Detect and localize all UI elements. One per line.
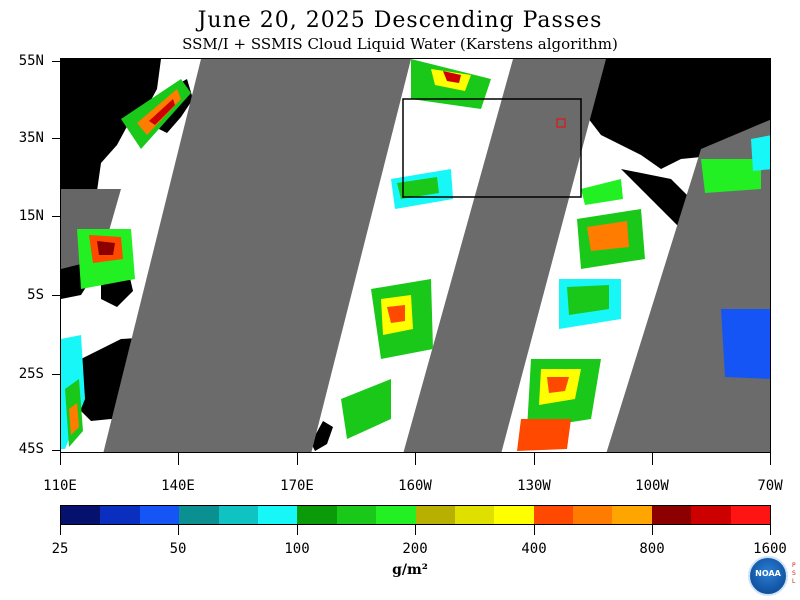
- lon-tick: [297, 453, 298, 465]
- point-marker: [556, 118, 566, 128]
- lon-tick: [415, 453, 416, 465]
- map-panel: [60, 58, 771, 453]
- colorbar-label-200: 200: [402, 541, 428, 557]
- landmass-asia: [61, 59, 161, 199]
- colorbar-swatch: [179, 506, 219, 524]
- data-gap-swath: [403, 59, 606, 452]
- colorbar: [60, 505, 771, 525]
- lon-label-170e: 170E: [280, 478, 314, 494]
- noaa-logo: NOAA: [748, 556, 788, 596]
- colorbar-swatch: [494, 506, 534, 524]
- region-outline-box: [402, 98, 582, 198]
- colorbar-label-50: 50: [169, 541, 187, 557]
- colorbar-label-400: 400: [521, 541, 547, 557]
- lat-tick: [52, 374, 60, 375]
- colorbar-tick: [534, 525, 535, 535]
- lon-label-130w: 130W: [517, 478, 551, 494]
- landmass-north-america: [551, 59, 770, 169]
- lat-label-55n: 55N: [18, 53, 44, 69]
- lon-label-140e: 140E: [161, 478, 195, 494]
- lon-label-160w: 160W: [398, 478, 432, 494]
- lat-tick: [52, 450, 60, 451]
- colorbar-swatch: [218, 506, 258, 524]
- colorbar-swatch: [573, 506, 613, 524]
- colorbar-label-1600: 1600: [753, 541, 787, 557]
- colorbar-swatch: [533, 506, 574, 524]
- colorbar-tick: [178, 525, 179, 535]
- colorbar-tick: [297, 525, 298, 535]
- colorbar-swatch: [612, 506, 652, 524]
- colorbar-tick: [652, 525, 653, 535]
- colorbar-tick: [60, 525, 61, 535]
- noaa-logo-text: NOAA: [755, 569, 781, 578]
- colorbar-label-800: 800: [639, 541, 665, 557]
- colorbar-swatch: [691, 506, 731, 524]
- colorbar-swatch: [297, 506, 337, 524]
- lon-label-110e: 110E: [43, 478, 77, 494]
- colorbar-swatch: [257, 506, 298, 524]
- landmass-new-zealand: [311, 421, 333, 451]
- colorbar-swatch: [454, 506, 495, 524]
- lat-tick: [52, 216, 60, 217]
- lat-label-35n: 35N: [18, 130, 44, 146]
- colorbar-tick: [415, 525, 416, 535]
- lon-tick: [178, 453, 179, 465]
- cloud-water-patches: [61, 59, 770, 451]
- lat-label-25s: 25S: [18, 366, 44, 382]
- colorbar-swatch: [376, 506, 416, 524]
- data-gap-swath: [171, 59, 411, 452]
- lon-tick: [652, 453, 653, 465]
- lat-tick: [52, 61, 60, 62]
- map-subtitle: SSM/I + SSMIS Cloud Liquid Water (Karste…: [182, 35, 618, 53]
- colorbar-swatch: [730, 506, 771, 524]
- lon-tick: [60, 453, 61, 465]
- lat-tick: [52, 138, 60, 139]
- lat-label-5s: 5S: [27, 287, 44, 303]
- lon-label-100w: 100W: [635, 478, 669, 494]
- lat-label-15n: 15N: [18, 208, 44, 224]
- lon-tick: [770, 453, 771, 465]
- lat-label-45s: 45S: [18, 441, 44, 457]
- colorbar-swatch: [100, 506, 140, 524]
- colorbar-label-100: 100: [284, 541, 310, 557]
- lat-tick: [52, 295, 60, 296]
- lon-tick: [534, 453, 535, 465]
- colorbar-swatch: [61, 506, 101, 524]
- lon-label-70w: 70W: [757, 478, 783, 494]
- cloud-water-map: [61, 59, 770, 452]
- colorbar-tick: [770, 525, 771, 535]
- colorbar-units: g/m²: [392, 562, 428, 578]
- colorbar-swatch: [415, 506, 455, 524]
- colorbar-swatch: [336, 506, 377, 524]
- colorbar-swatch: [651, 506, 692, 524]
- map-title: June 20, 2025 Descending Passes: [197, 8, 603, 33]
- colorbar-label-25: 25: [51, 541, 69, 557]
- colorbar-swatch: [139, 506, 180, 524]
